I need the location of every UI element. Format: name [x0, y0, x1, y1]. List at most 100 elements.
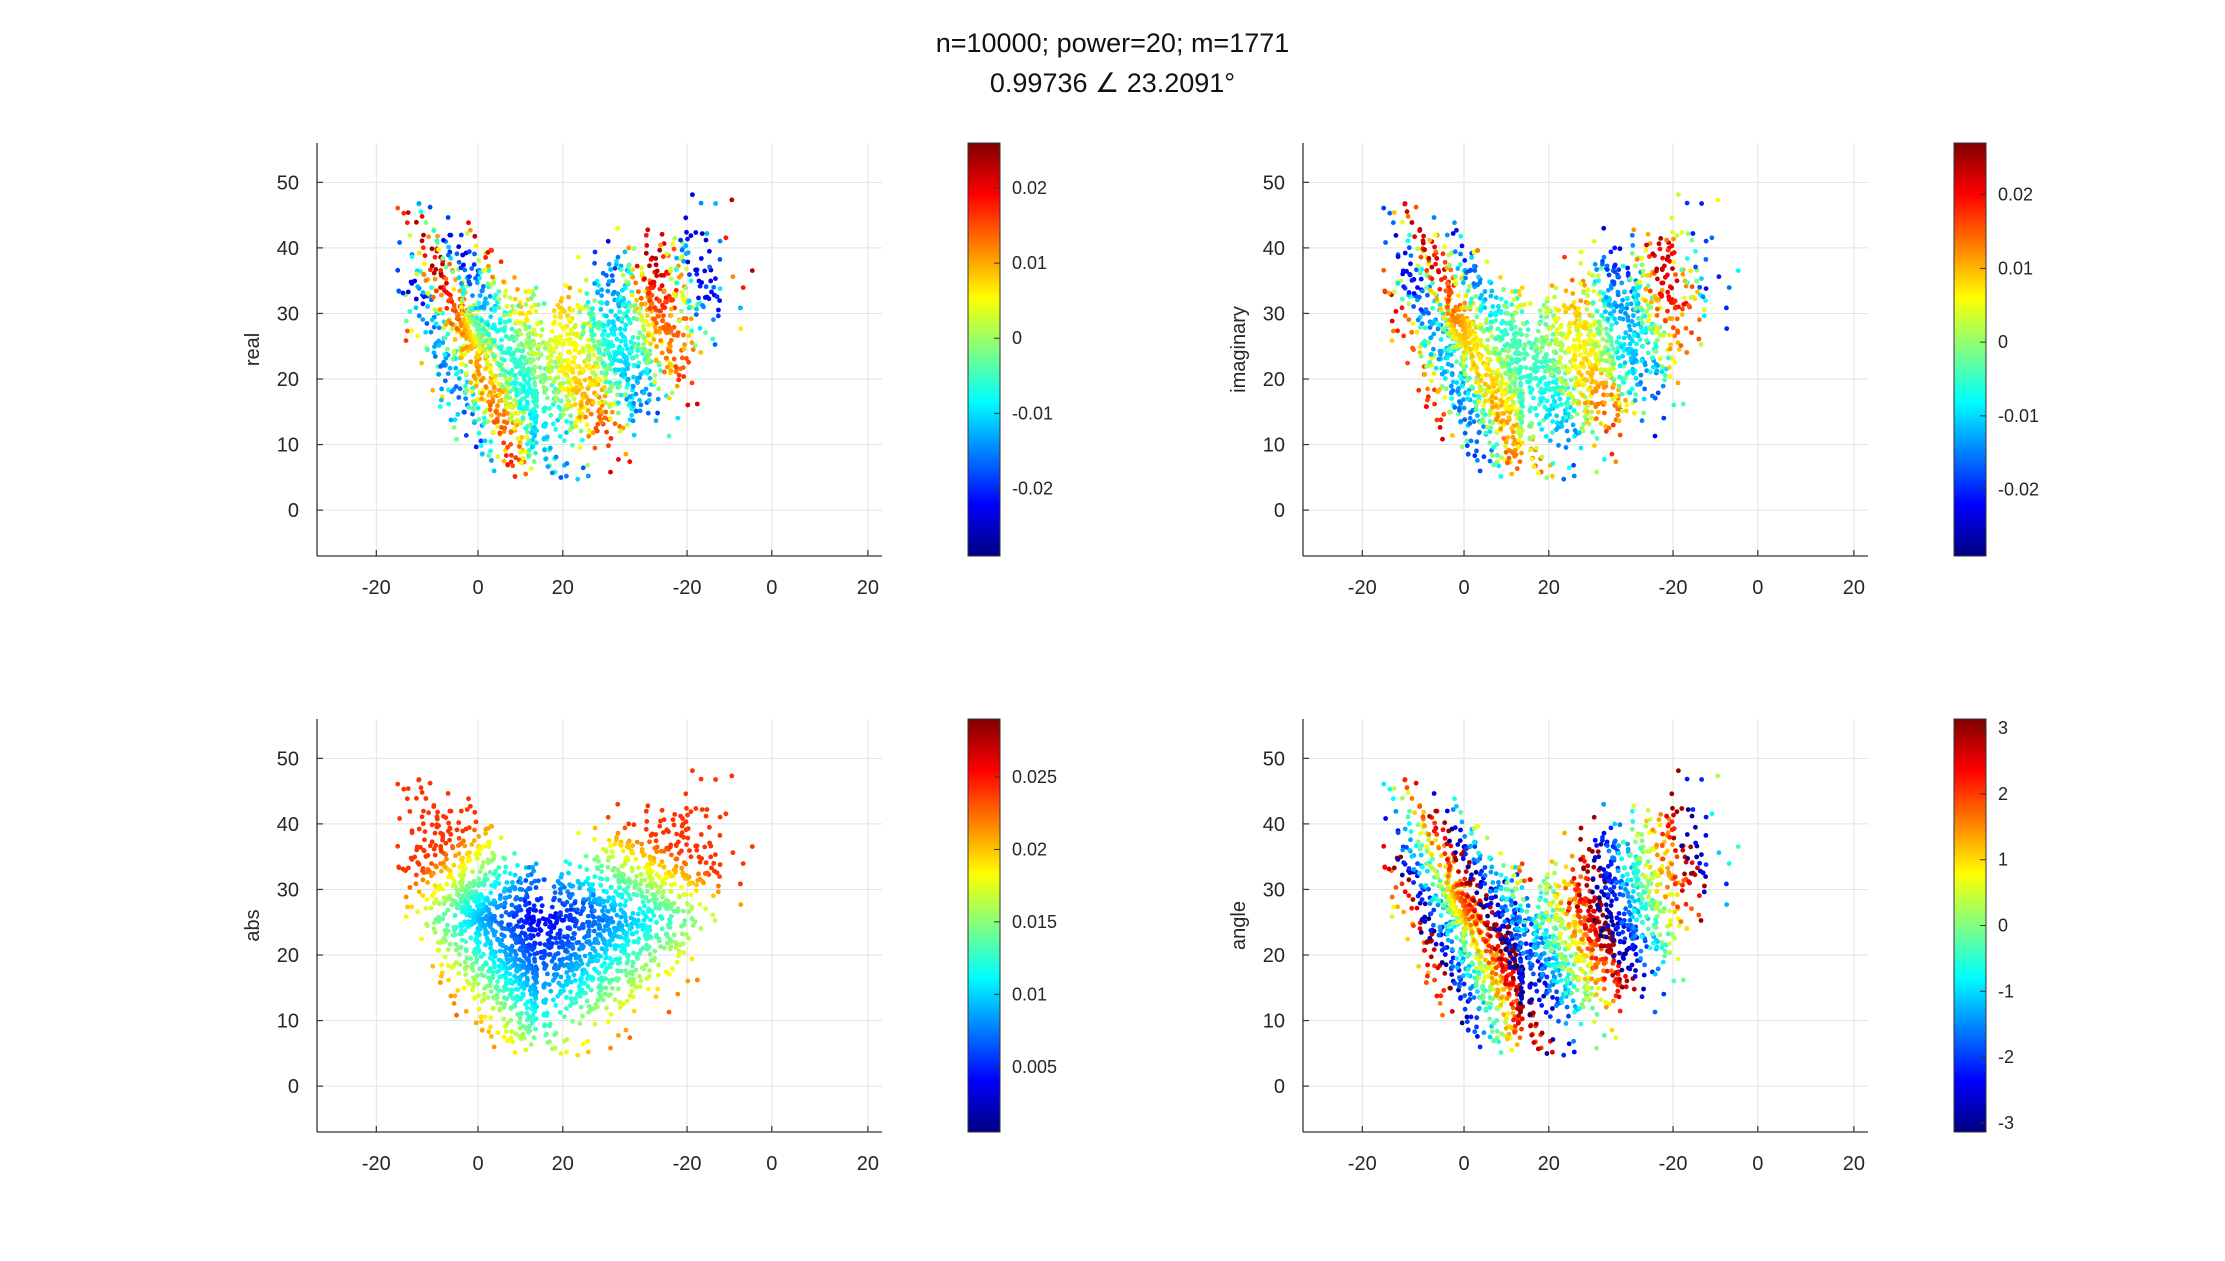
data-point [1464, 304, 1470, 310]
data-point [1563, 309, 1568, 315]
x-tick-label: 0 [766, 577, 777, 599]
data-point [661, 241, 667, 247]
data-point [605, 288, 611, 294]
data-point [575, 476, 581, 482]
data-point [602, 960, 607, 966]
data-point [1493, 295, 1499, 300]
data-point [1605, 347, 1611, 353]
data-point [592, 445, 598, 451]
data-point [571, 376, 577, 381]
data-point [668, 368, 674, 373]
data-point [738, 881, 743, 887]
data-point [606, 443, 611, 449]
data-point [520, 415, 526, 420]
data-point [648, 257, 654, 262]
data-point [573, 344, 579, 350]
data-point [1506, 455, 1512, 461]
data-point [1552, 363, 1557, 369]
data-point [546, 406, 552, 411]
colorbar-tick-label: -0.02 [1012, 478, 1053, 498]
data-point [1393, 309, 1399, 314]
data-point [674, 255, 679, 261]
data-point [1664, 237, 1669, 243]
data-point [624, 354, 629, 360]
data-point [618, 392, 624, 398]
data-point [599, 300, 605, 306]
data-point [596, 400, 602, 406]
data-point [1447, 262, 1452, 268]
data-point [1504, 304, 1510, 310]
data-point [623, 968, 628, 974]
data-point [1423, 307, 1429, 312]
data-point [436, 901, 442, 907]
data-point [1472, 332, 1477, 338]
data-point [1559, 423, 1565, 429]
data-point [1657, 246, 1663, 252]
data-point [1481, 424, 1486, 429]
data-point [419, 214, 425, 219]
data-point [1564, 428, 1570, 434]
data-point [414, 219, 419, 225]
data-point [623, 322, 629, 328]
data-point [599, 287, 605, 293]
data-point [567, 285, 573, 291]
data-point [520, 455, 526, 461]
data-point [1557, 355, 1563, 360]
data-point [641, 327, 647, 333]
y-tick-label: 10 [277, 435, 299, 457]
data-point [1434, 296, 1439, 302]
data-point [1647, 288, 1653, 294]
data-point [496, 865, 502, 870]
data-point [1569, 277, 1575, 283]
data-point [585, 1049, 591, 1055]
data-point [488, 448, 493, 454]
x-tick-label: 20 [1843, 577, 1865, 599]
data-point [463, 972, 469, 977]
data-point [1478, 308, 1483, 314]
data-point [1615, 292, 1621, 298]
data-point [1450, 388, 1456, 393]
data-point [1444, 321, 1450, 327]
colorbar-tick-label: 0 [1998, 332, 2008, 352]
data-point [586, 433, 591, 439]
data-point [1666, 294, 1672, 300]
data-point [425, 304, 430, 309]
data-point [551, 308, 557, 314]
data-point [407, 809, 413, 814]
data-point [694, 977, 700, 983]
data-point [486, 453, 492, 459]
data-point [436, 343, 442, 348]
data-point [620, 272, 626, 278]
data-point [693, 230, 699, 235]
y-tick-label: 40 [1263, 238, 1285, 260]
data-point [1703, 286, 1709, 291]
data-point [1474, 314, 1480, 320]
data-point [535, 356, 541, 361]
data-point [602, 991, 608, 997]
data-point [485, 322, 491, 328]
data-point [1639, 256, 1645, 261]
data-point [1634, 285, 1640, 291]
data-point [451, 348, 457, 354]
data-point [1425, 292, 1430, 298]
data-point [522, 449, 528, 454]
data-point [409, 328, 414, 334]
data-point [580, 1013, 585, 1019]
data-point [1418, 354, 1424, 359]
data-point [685, 402, 691, 408]
data-point [1487, 440, 1493, 446]
data-point [1471, 263, 1477, 269]
data-point [570, 442, 575, 448]
data-point [1409, 278, 1415, 283]
data-point [592, 321, 598, 326]
data-point [518, 419, 524, 425]
data-point [1484, 259, 1490, 265]
data-point [1622, 360, 1628, 366]
data-point [456, 952, 462, 957]
data-point [468, 306, 474, 312]
y-tick-label: 50 [277, 172, 299, 194]
data-point [429, 822, 435, 828]
data-point [566, 294, 571, 300]
data-point [1473, 389, 1479, 395]
